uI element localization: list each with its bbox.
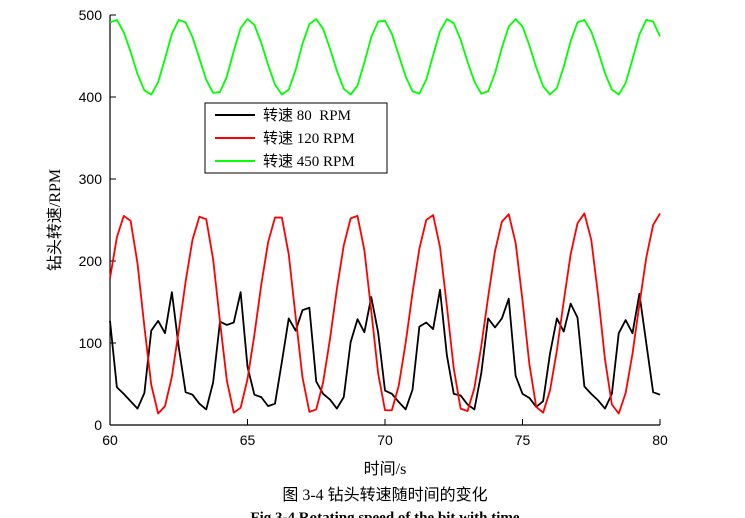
series-line <box>109 212 661 415</box>
x-tick-label: 75 <box>515 432 531 448</box>
y-tick-label: 0 <box>94 417 102 433</box>
y-axis-label: 钻头转速/RPM <box>46 169 64 271</box>
x-tick-label: 80 <box>652 432 668 448</box>
x-tick-label: 65 <box>240 432 256 448</box>
series-line <box>109 18 661 96</box>
y-tick-label: 400 <box>79 89 103 105</box>
y-tick-label: 300 <box>79 171 103 187</box>
caption: 图 3-4 钻头转速随时间的变化 <box>282 486 487 504</box>
x-tick-label: 60 <box>102 432 118 448</box>
y-tick-label: 500 <box>79 7 103 23</box>
caption-en: Fig.3-4 Rotating speed of the bit with t… <box>250 510 519 518</box>
legend-label: 转速 120 RPM <box>263 130 355 147</box>
y-tick-label: 100 <box>79 335 103 351</box>
x-tick-label: 70 <box>377 432 393 448</box>
x-axis-label: 时间/s <box>364 460 407 478</box>
legend-label: 转速 80 RPM <box>263 107 351 124</box>
y-tick-label: 200 <box>79 253 103 269</box>
series-line <box>109 288 661 411</box>
legend-label: 转速 450 RPM <box>263 153 355 170</box>
